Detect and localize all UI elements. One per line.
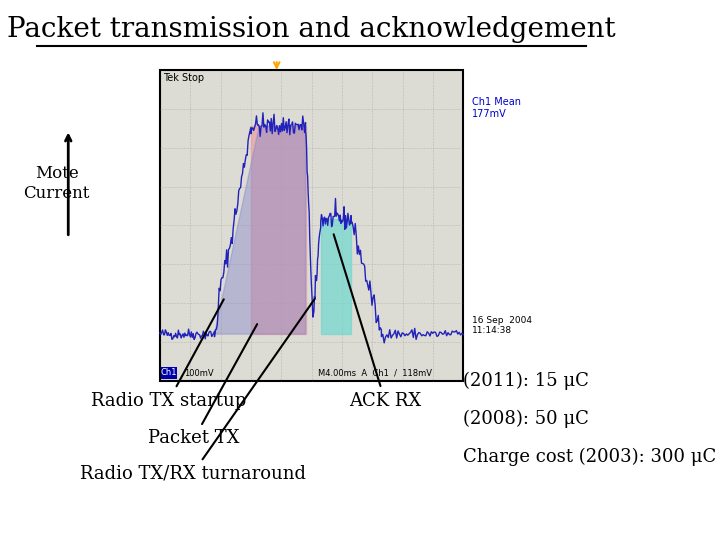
Text: (2011): 15 μC: (2011): 15 μC <box>464 372 589 390</box>
Text: 100mV: 100mV <box>184 369 214 378</box>
Text: 16 Sep  2004
11:14:38: 16 Sep 2004 11:14:38 <box>472 316 532 335</box>
Text: Radio TX startup: Radio TX startup <box>91 299 246 409</box>
Text: Ch1 Mean
177mV: Ch1 Mean 177mV <box>472 97 521 119</box>
FancyBboxPatch shape <box>160 70 464 381</box>
Text: Radio TX/RX turnaround: Radio TX/RX turnaround <box>80 299 315 482</box>
Text: ACK RX: ACK RX <box>333 234 421 409</box>
Text: (2008): 50 μC: (2008): 50 μC <box>464 410 589 428</box>
Text: M4.00ms  A  Ch1  /  118mV: M4.00ms A Ch1 / 118mV <box>318 369 432 378</box>
Text: Charge cost (2003): 300 μC: Charge cost (2003): 300 μC <box>464 448 716 465</box>
FancyBboxPatch shape <box>161 367 177 379</box>
Text: Ch1: Ch1 <box>161 368 177 377</box>
Text: Mote
Current: Mote Current <box>24 165 90 202</box>
Polygon shape <box>251 126 305 334</box>
Polygon shape <box>320 219 351 334</box>
Text: Packet TX: Packet TX <box>148 324 257 447</box>
Text: Tek Stop: Tek Stop <box>163 73 204 83</box>
Text: Packet transmission and acknowledgement: Packet transmission and acknowledgement <box>7 16 616 43</box>
Polygon shape <box>215 126 305 334</box>
